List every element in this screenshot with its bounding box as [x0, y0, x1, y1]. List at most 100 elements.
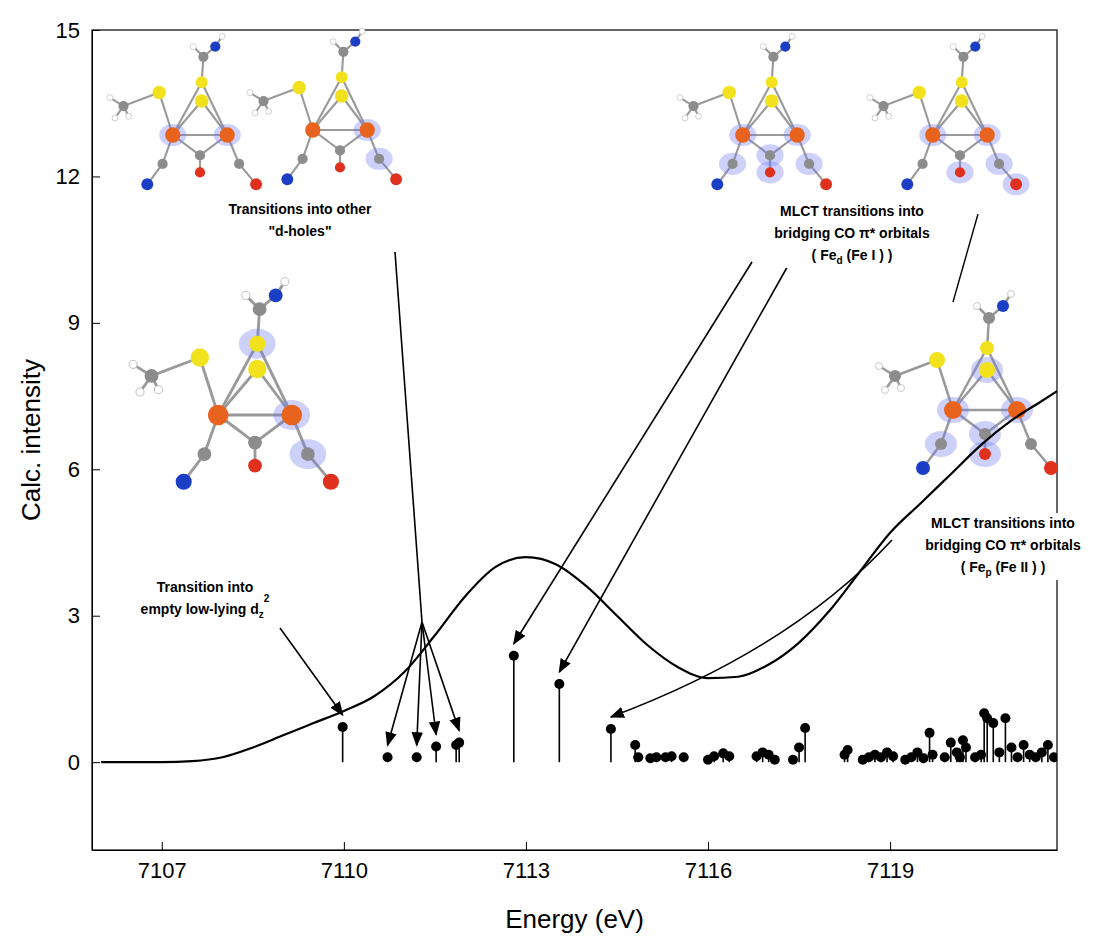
y-tick-label: 9 — [68, 310, 80, 335]
orbital-density — [214, 124, 241, 146]
atom — [979, 33, 985, 39]
atom — [889, 370, 901, 382]
stick-stem — [342, 727, 344, 762]
atom — [253, 302, 267, 316]
orbital-density — [974, 124, 1001, 146]
annotation-arrow — [422, 622, 459, 731]
y-tick-label: 0 — [68, 750, 80, 775]
atom — [359, 28, 365, 34]
atom — [165, 127, 180, 142]
atom — [112, 115, 118, 121]
atom — [176, 474, 192, 490]
annotation-arrows — [280, 214, 978, 745]
atom — [780, 41, 790, 51]
stick-marker — [509, 651, 519, 661]
atom — [266, 108, 272, 114]
orbital-density — [946, 161, 973, 183]
atom — [955, 167, 965, 177]
annotation-background — [922, 513, 1084, 580]
atom — [195, 167, 205, 177]
annotation-texts: Transition intoempty low-lying dz​2​ Tran… — [138, 199, 1084, 622]
atom — [789, 33, 795, 39]
annotations: Transition intoempty low-lying dz​2​ Tran… — [138, 199, 1084, 745]
atom — [979, 448, 991, 460]
atom — [152, 86, 166, 100]
x-tick-mark — [708, 842, 709, 850]
y-tick-mark — [92, 469, 100, 470]
atom — [196, 76, 208, 88]
annotation-segment: ( Fe — [961, 559, 986, 575]
molecule — [107, 33, 262, 190]
atom — [234, 159, 244, 169]
annotation-text: MLCT transitions intobridging CO π* orbi… — [925, 515, 1081, 578]
annotation-text: MLCT transitions intobridging CO π* orbi… — [774, 203, 930, 266]
atom — [790, 127, 805, 142]
atom — [765, 94, 779, 108]
atom — [994, 159, 1004, 169]
atom — [335, 145, 345, 155]
y-tick-label: 15 — [56, 18, 80, 43]
y-tick: 3 — [68, 603, 100, 628]
annotation-segment: bridging CO π* orbitals — [774, 225, 930, 241]
orbital-density — [354, 119, 381, 141]
stick — [383, 752, 393, 762]
atom — [250, 178, 262, 190]
stick-marker — [338, 722, 348, 732]
orbital-density — [290, 439, 327, 469]
atom — [1044, 461, 1058, 475]
stick-stem — [986, 718, 988, 762]
annotation-segment: bridging CO π* orbitals — [925, 537, 1081, 553]
orbital-density — [937, 397, 969, 423]
atom — [728, 159, 738, 169]
atom — [955, 150, 965, 160]
atom — [305, 122, 320, 137]
x-tick-mark — [162, 842, 163, 850]
atom — [118, 101, 128, 111]
atom — [878, 101, 888, 111]
orbital-density — [925, 431, 957, 457]
atom — [281, 278, 289, 286]
atom — [129, 360, 137, 368]
molecule — [129, 278, 339, 490]
y-axis: 03691215 — [56, 18, 100, 851]
atom — [281, 405, 302, 426]
annotation-arrow — [514, 262, 752, 644]
atom — [688, 101, 698, 111]
stick-marker — [800, 723, 810, 733]
atom — [677, 95, 683, 101]
annotation-leader — [395, 252, 422, 622]
annotation-line: ( Fep​ (Fe II ) ) — [961, 559, 1046, 578]
stick-stem — [992, 723, 994, 762]
stick — [800, 723, 810, 762]
atom — [867, 95, 873, 101]
atom — [323, 474, 339, 490]
atom — [970, 41, 980, 51]
stick — [667, 751, 677, 762]
annotation-line: Transitions into other — [228, 201, 372, 217]
atom — [292, 81, 306, 95]
atom — [145, 369, 159, 383]
y-tick-mark — [92, 616, 100, 617]
atom — [198, 447, 212, 461]
atom — [918, 159, 928, 169]
stick — [679, 752, 689, 762]
stick — [770, 755, 780, 765]
stick — [928, 750, 938, 762]
x-tick-label: 7119 — [867, 858, 914, 883]
atom — [804, 159, 814, 169]
annotation-line: ( Fed​ (Fe I ) ) — [812, 247, 893, 266]
annotation-segment: (Fe II ) ) — [992, 559, 1046, 575]
stick — [994, 747, 1004, 762]
atom — [208, 405, 229, 426]
stick — [888, 751, 898, 762]
annotation-line: "d-holes" — [268, 223, 331, 239]
annotation-line: bridging CO π* orbitals — [774, 225, 930, 241]
atom — [765, 167, 775, 177]
atom — [248, 436, 262, 450]
atom — [886, 113, 892, 119]
atom — [336, 71, 348, 83]
stick-marker — [940, 752, 950, 762]
atom — [374, 154, 384, 164]
orbital-density — [969, 441, 1001, 467]
annotation-text: Transition intoempty low-lying dz​2​ — [141, 579, 270, 620]
